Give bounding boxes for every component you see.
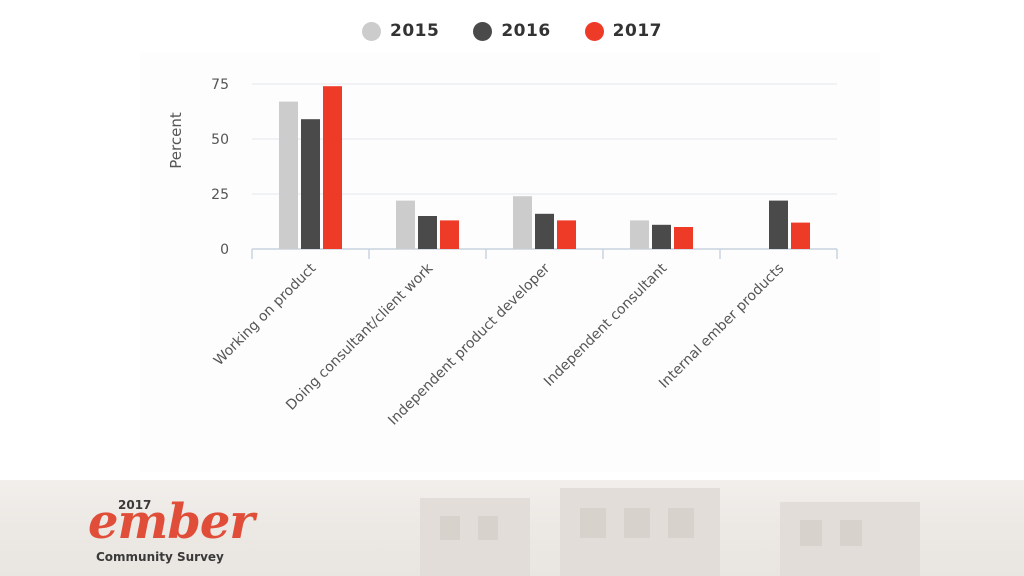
legend-swatch-2016 [473, 21, 493, 41]
legend-label-2017: 2017 [612, 21, 662, 41]
bar-2015-working-on-product [279, 101, 298, 249]
bar-2016-doing-consultant-client-work [418, 216, 437, 249]
legend-swatch-2017 [584, 21, 604, 41]
bar-2017-independent-product-developer [557, 220, 576, 249]
chart-panel: 0 25 50 75 Percent Working on product Doing co… [140, 52, 880, 472]
bar-2017-internal-ember-products [791, 222, 810, 249]
bar-2015-doing-consultant-client-work [396, 200, 415, 249]
y-axis-title: Percent [167, 112, 185, 169]
legend-label-2016: 2016 [501, 21, 551, 41]
y-tick-label-50: 50 [211, 132, 229, 148]
legend-item-2015[interactable]: 2015 [362, 18, 439, 44]
logo-year: 2017 [118, 498, 152, 512]
bar-2016-working-on-product [301, 119, 320, 249]
y-tick-label-0: 0 [220, 242, 229, 258]
bar-2016-independent-product-developer [535, 213, 554, 249]
bar-2017-doing-consultant-client-work [440, 220, 459, 249]
bar-2017-independent-consultant [674, 227, 693, 249]
y-tick-label-75: 75 [211, 77, 229, 93]
bar-2016-internal-ember-products [769, 200, 788, 249]
legend-item-2016[interactable]: 2016 [473, 18, 550, 44]
x-tick-label-independent-consultant: Independent consultant [541, 260, 671, 390]
x-tick-label-internal-ember-products: Internal ember products [656, 261, 787, 392]
bar-2015-independent-consultant [630, 220, 649, 249]
chart-legend: 2015 2016 2017 [0, 18, 1024, 44]
bar-2015-independent-product-developer [513, 196, 532, 249]
footer-banner [0, 480, 1024, 576]
legend-label-2015: 2015 [390, 21, 440, 41]
legend-swatch-2015 [362, 21, 381, 41]
bar-2016-independent-consultant [652, 224, 671, 249]
logo-wordmark: ember [88, 494, 255, 550]
logo-subtitle: Community Survey [96, 550, 224, 564]
x-tick-label-working-on-product: Working on product [211, 260, 320, 369]
y-tick-label-25: 25 [211, 187, 229, 203]
legend-item-2017[interactable]: 2017 [584, 18, 662, 44]
bar-2017-working-on-product [323, 86, 342, 249]
